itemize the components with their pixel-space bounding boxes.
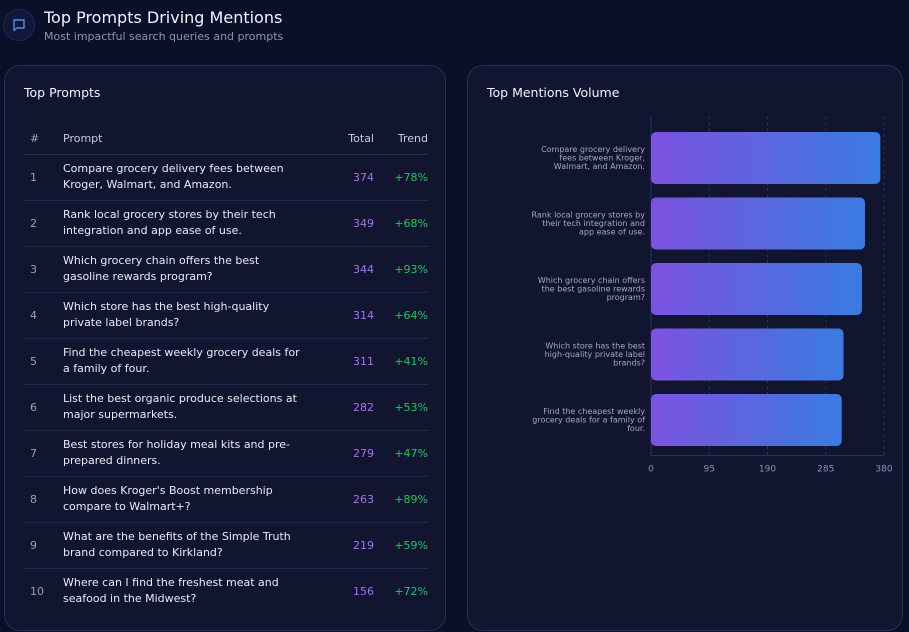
prompt-cell: Find the cheapest weekly grocery deals f…	[63, 338, 324, 385]
column-header-total[interactable]: Total	[324, 124, 374, 155]
bar[interactable]	[651, 394, 842, 446]
rank-cell: 10	[30, 584, 44, 598]
bar[interactable]	[651, 263, 862, 315]
mentions-volume-card: Top Mentions Volume 0 95 190 285 380 Compare …	[467, 65, 903, 631]
prompt-cell: Which store has the best high-quality pr…	[63, 292, 324, 339]
y-tick-label: four.	[627, 424, 645, 433]
card-title: Top Prompts	[24, 85, 101, 100]
page-subtitle: Most impactful search queries and prompt…	[44, 30, 284, 43]
total-cell: 344	[324, 246, 374, 293]
table-row[interactable]: 8 How does Kroger's Boost membership comp…	[24, 476, 428, 523]
x-tick-label: 285	[817, 465, 834, 475]
rank-cell: 4	[24, 292, 63, 339]
y-tick-label: app ease of use.	[579, 228, 645, 237]
table-row[interactable]: 4 Which store has the best high-quality p…	[24, 292, 428, 339]
prompt-cell: Where can I find the freshest meat and s…	[63, 576, 279, 606]
table-row[interactable]: 7 Best stores for holiday meal kits and p…	[24, 430, 428, 477]
card-title: Top Mentions Volume	[487, 85, 620, 100]
total-cell: 282	[324, 384, 374, 431]
rank-cell: 2	[24, 200, 63, 247]
y-tick-label: Find the cheapest weekly	[543, 407, 645, 416]
prompt-cell: List the best organic produce selections…	[63, 384, 324, 431]
bar[interactable]	[651, 197, 865, 250]
top-prompts-card: Top Prompts # Prompt Total Trend 1 Compar…	[4, 65, 446, 631]
table-row[interactable]: 3 Which grocery chain offers the best gas…	[24, 246, 428, 293]
prompts-table: # Prompt Total Trend 1 Compare grocery de…	[24, 124, 428, 614]
table-row[interactable]: 9 What are the benefits of the Simple Tru…	[24, 522, 428, 569]
rank-cell: 7	[24, 430, 63, 477]
total-cell: 279	[324, 430, 374, 477]
prompt-cell: Best stores for holiday meal kits and pr…	[63, 430, 324, 477]
y-tick-label: brands?	[613, 359, 645, 368]
x-tick-label: 380	[875, 465, 892, 475]
rank-cell: 5	[24, 338, 63, 385]
rank-cell: 3	[24, 246, 63, 293]
trend-cell: +47%	[374, 430, 428, 477]
bar[interactable]	[651, 132, 881, 184]
y-tick-label: the best gasoline rewards	[542, 285, 645, 294]
trend-cell: +64%	[374, 292, 428, 339]
trend-cell: +72%	[394, 584, 428, 598]
x-tick-label: 190	[759, 465, 776, 475]
x-tick-label: 0	[648, 465, 654, 475]
table-row[interactable]: 1 Compare grocery delivery fees between K…	[24, 154, 428, 201]
y-tick-label: grocery deals for a family of	[532, 416, 645, 425]
prompt-cell: Rank local grocery stores by their tech …	[63, 200, 324, 247]
column-header-prompt[interactable]: Prompt	[63, 124, 324, 155]
prompt-cell: How does Kroger's Boost membership compa…	[63, 476, 324, 523]
trend-cell: +93%	[374, 246, 428, 293]
y-tick-label: Walmart, and Amazon.	[554, 162, 645, 171]
bar[interactable]	[651, 328, 844, 381]
rank-cell: 1	[24, 154, 63, 201]
total-cell: 263	[324, 476, 374, 523]
rank-cell: 8	[24, 476, 63, 523]
y-tick-label: Which store has the best	[545, 342, 645, 351]
total-cell: 156	[353, 584, 374, 598]
y-tick-label: Which grocery chain offers	[538, 276, 645, 285]
total-cell: 311	[324, 338, 374, 385]
prompt-cell: What are the benefits of the Simple Trut…	[63, 522, 324, 569]
total-cell: 314	[324, 292, 374, 339]
rank-cell: 6	[24, 384, 63, 431]
bar-chart: 0 95 190 285 380 Compare grocery deliveryfees…	[532, 116, 893, 475]
total-cell: 374	[324, 154, 374, 201]
table-row[interactable]: 6 List the best organic produce selection…	[24, 384, 428, 431]
y-tick-label: program?	[607, 293, 645, 302]
trend-cell: +78%	[374, 154, 428, 201]
prompt-cell: Compare grocery delivery fees between Kr…	[63, 154, 324, 201]
chat-bubble-icon	[3, 9, 35, 41]
total-cell: 219	[324, 522, 374, 569]
trend-cell: +41%	[374, 338, 428, 385]
prompt-cell: Which grocery chain offers the best gaso…	[63, 246, 324, 293]
y-tick-label: Compare grocery delivery	[541, 145, 645, 154]
x-tick-label: 95	[704, 465, 715, 475]
table-row[interactable]: 5 Find the cheapest weekly grocery deals …	[24, 338, 428, 385]
trend-cell: +68%	[374, 200, 428, 247]
total-cell: 349	[324, 200, 374, 247]
trend-cell: +59%	[374, 522, 428, 569]
column-header-trend[interactable]: Trend	[374, 124, 428, 155]
column-header-rank[interactable]: #	[24, 124, 63, 155]
trend-cell: +53%	[374, 384, 428, 431]
page-title: Top Prompts Driving Mentions	[44, 8, 283, 27]
table-row[interactable]: 2 Rank local grocery stores by their tech…	[24, 200, 428, 247]
trend-cell: +89%	[374, 476, 428, 523]
y-tick-label: their tech integration and	[542, 219, 645, 228]
rank-cell: 9	[24, 522, 63, 569]
table-row[interactable]: 10 Where can I find the freshest meat and…	[24, 568, 428, 614]
table-header: # Prompt Total Trend	[24, 124, 428, 155]
y-tick-label: Rank local grocery stores by	[532, 211, 646, 220]
y-tick-label: fees between Kroger,	[559, 154, 645, 163]
y-tick-label: high-quality private label	[545, 350, 645, 359]
